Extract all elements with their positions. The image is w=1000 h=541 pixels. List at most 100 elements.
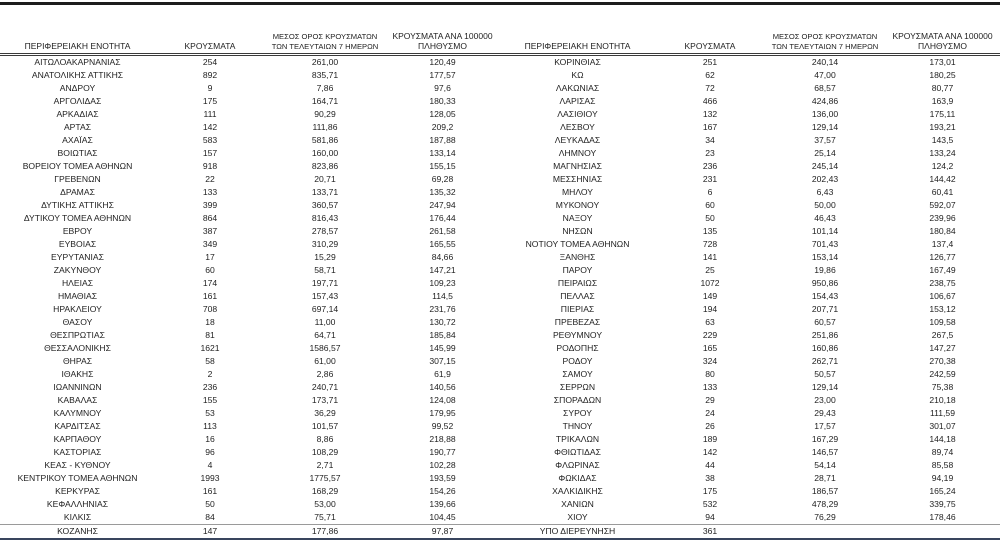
region-cell: ΡΟΔΟΠΗΣ [556,343,599,353]
avg7-cell: 60,57 [814,317,836,327]
region-cell: ΔΥΤΙΚΗΣ ΑΤΤΙΚΗΣ [41,200,114,210]
region-cell: ΚΑΡΔΙΤΣΑΣ [54,421,101,431]
per100k-cell: 242,59 [929,369,956,379]
table-row: ΜΕΣΣΗΝΙΑΣ 231 202,43 144,42 [500,173,1000,186]
avg7-cell: 202,43 [811,174,839,184]
region-cell: ΠΙΕΡΙΑΣ [560,304,595,314]
per100k-cell: 339,75 [929,499,956,509]
avg7-cell: 133,71 [311,187,339,197]
region-cell: ΜΗΛΟΥ [561,187,594,197]
table-row: ΣΥΡΟΥ 24 29,43 111,59 [500,407,1000,420]
cases-cell: 50 [205,499,215,509]
cases-cell: 231 [702,174,718,184]
region-cell: ΗΜΑΘΙΑΣ [57,291,98,301]
cases-cell: 25 [705,265,715,275]
cases-cell: 50 [705,213,715,223]
region-cell: ΗΛΕΙΑΣ [61,278,94,288]
per100k-cell: 143,5 [931,135,954,145]
avg7-cell: 154,43 [811,291,839,301]
region-cell: ΒΟΡΕΙΟΥ ΤΟΜΕΑ ΑΘΗΝΩΝ [22,161,133,171]
region-cell: ΖΑΚΥΝΘΟΥ [53,265,102,275]
per100k-cell: 97,87 [385,524,500,540]
cases-cell: 133 [202,187,218,197]
cases-cell: 29 [705,395,715,405]
region-cell: ΚΑΣΤΟΡΙΑΣ [53,447,102,457]
avg7-cell: 160,00 [311,148,339,158]
per100k-cell: 167,49 [929,265,956,275]
col-header-avg7-line2: ΤΩΝ ΤΕΛΕΥΤΑΙΩΝ 7 ΗΜΕΡΩΝ [271,41,379,51]
per100k-cell: 126,77 [929,252,956,262]
avg7-cell: 8,86 [316,434,334,444]
avg7-cell: 2,71 [316,460,334,470]
cases-cell: 149 [702,291,718,301]
per100k-cell: 61,9 [434,369,451,379]
per100k-cell: 307,15 [429,356,456,366]
cases-cell: 324 [702,356,718,366]
cases-cell: 141 [702,252,718,262]
cases-cell: 84 [205,512,215,522]
table-row: ΒΟΙΩΤΙΑΣ 157 160,00 133,14 [0,147,500,160]
table-row: ΑΡΓΟΛΙΔΑΣ 175 164,71 180,33 [0,95,500,108]
cases-cell: 23 [705,148,715,158]
per100k-cell: 175,11 [929,109,956,119]
table-row: ΒΟΡΕΙΟΥ ΤΟΜΕΑ ΑΘΗΝΩΝ 918 823,86 155,15 [0,160,500,173]
per100k-cell: 180,33 [429,96,456,106]
per100k-cell: 124,08 [429,395,456,405]
per100k-cell: 261,58 [429,226,456,236]
region-cell: ΚΙΛΚΙΣ [63,512,92,522]
table-row: ΕΒΡΟΥ 387 278,57 261,58 [0,225,500,238]
region-cell: ΕΥΡΥΤΑΝΙΑΣ [51,252,104,262]
region-cell: ΠΕΛΛΑΣ [560,291,595,301]
avg7-cell: 108,29 [311,447,339,457]
cases-cell: 80 [705,369,715,379]
cases-cell: 60 [205,265,215,275]
table-row: ΑΡΚΑΔΙΑΣ 111 90,29 128,05 [0,108,500,121]
table-row: ΜΥΚΟΝΟΥ 60 50,00 592,07 [500,199,1000,212]
region-cell: ΚΑΛΥΜΝΟΥ [53,408,102,418]
region-cell: ΠΡΕΒΕΖΑΣ [554,317,601,327]
cases-cell: 1621 [200,343,220,353]
region-cell: ΚΑΒΑΛΑΣ [57,395,98,405]
region-cell: ΛΑΣΙΘΙΟΥ [557,109,598,119]
per100k-cell: 301,07 [929,421,956,431]
avg7-cell: 111,86 [312,122,338,132]
avg7-cell: 168,29 [311,486,339,496]
avg7-cell: 50,00 [814,200,836,210]
per100k-cell: 231,76 [429,304,456,314]
per100k-cell: 155,15 [429,161,456,171]
table-row: ΛΗΜΝΟΥ 23 25,14 133,24 [500,147,1000,160]
table-row: ΘΗΡΑΣ 58 61,00 307,15 [0,355,500,368]
per100k-cell: 140,56 [429,382,456,392]
col-header-cases: ΚΡΟΥΣΜΑΤΑ [155,22,265,56]
avg7-cell: 816,43 [311,213,339,223]
per100k-cell: 124,2 [931,161,954,171]
cases-cell: 175 [702,486,718,496]
avg7-cell: 101,57 [311,421,339,431]
table-row: ΚΑΛΥΜΝΟΥ 53 36,29 179,95 [0,407,500,420]
per100k-cell: 145,99 [429,343,456,353]
avg7-cell: 823,86 [311,161,339,171]
per100k-cell: 247,94 [429,200,456,210]
avg7-cell: 61,00 [314,356,336,366]
region-cell: ΠΑΡΟΥ [562,265,593,275]
region-cell: ΝΗΣΩΝ [562,226,593,236]
cases-table-right: ΠΕΡΙΦΕΡΕΙΑΚΗ ΕΝΟΤΗΤΑ ΚΡΟΥΣΜΑΤΑ ΜΕΣΟΣ ΟΡΟ… [500,22,1000,540]
table-row: ΚΕΦΑΛΛΗΝΙΑΣ 50 53,00 139,66 [0,498,500,511]
cases-cell: 135 [702,226,718,236]
per100k-cell: 109,23 [429,278,456,288]
header-row: ΠΕΡΙΦΕΡΕΙΑΚΗ ΕΝΟΤΗΤΑ ΚΡΟΥΣΜΑΤΑ ΜΕΣΟΣ ΟΡΟ… [0,22,500,56]
table-row: ΛΑΣΙΘΙΟΥ 132 136,00 175,11 [500,108,1000,121]
per100k-cell: 144,42 [929,174,956,184]
cases-cell: 133 [702,382,718,392]
table-row: ΠΕΛΛΑΣ 149 154,43 106,67 [500,290,1000,303]
avg7-cell: 7,86 [316,83,334,93]
per100k-cell: 130,72 [429,317,456,327]
region-cell: ΦΩΚΙΔΑΣ [558,473,597,483]
cases-cell: 94 [705,512,715,522]
cases-cell: 399 [202,200,218,210]
region-cell: ΕΒΡΟΥ [62,226,93,236]
table-header-right: ΠΕΡΙΦΕΡΕΙΑΚΗ ΕΝΟΤΗΤΑ ΚΡΟΥΣΜΑΤΑ ΜΕΣΟΣ ΟΡΟ… [500,22,1000,56]
region-cell: ΘΗΡΑΣ [62,356,93,366]
cases-cell: 81 [205,330,215,340]
